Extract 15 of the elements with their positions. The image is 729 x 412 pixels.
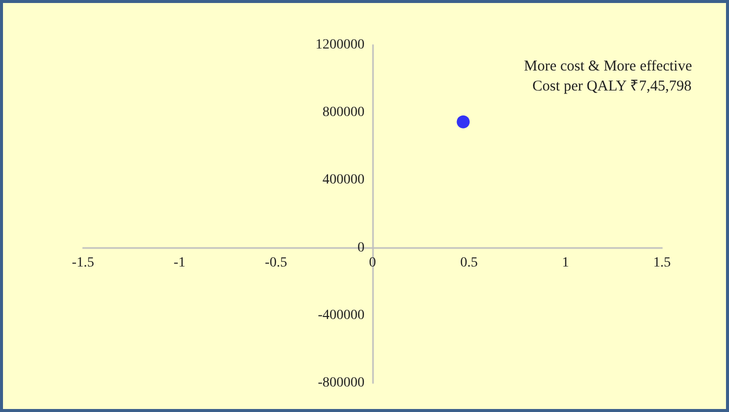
y-tick-label: 0 [358, 240, 364, 256]
y-tick-label: 400000 [322, 172, 364, 188]
y-tick-label: 800000 [322, 105, 364, 120]
x-tick-label: -1 [174, 255, 186, 270]
y-tick-label: -800000 [318, 376, 364, 390]
annotation: More cost & More effective [524, 58, 692, 74]
annotation: Cost per QALY ₹7,45,798 [532, 78, 692, 94]
x-tick-label: 0 [369, 255, 376, 270]
x-tick-label: -1.5 [72, 255, 94, 270]
x-tick-label: 0.5 [460, 255, 478, 270]
y-tick-label: -400000 [318, 308, 364, 323]
x-tick-label: -0.5 [264, 255, 288, 270]
x-tick-label: 1.5 [653, 255, 671, 270]
y-tick-label: 1200000 [316, 38, 364, 52]
x-tick-label: 1 [562, 255, 569, 270]
